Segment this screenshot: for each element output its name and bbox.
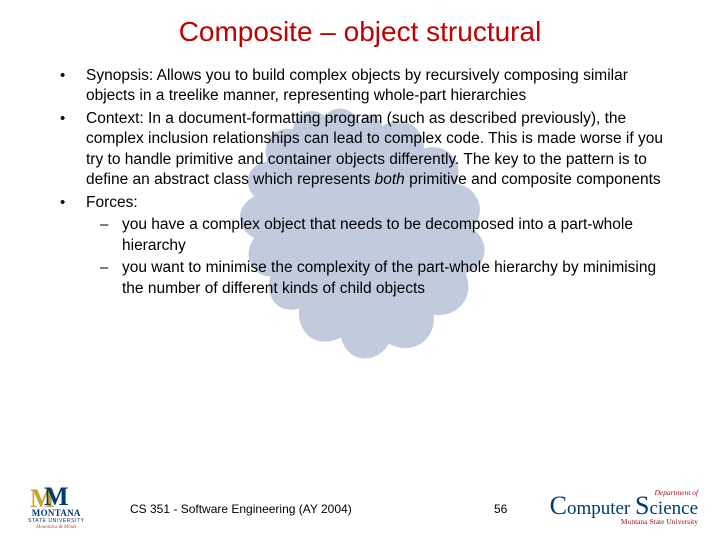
- bullet-text-post: primitive and composite components: [405, 171, 661, 188]
- slide-body: Synopsis: Allows you to build complex ob…: [0, 48, 720, 299]
- dash-item: you want to minimise the complexity of t…: [86, 258, 678, 299]
- bullet-text-italic: both: [375, 171, 405, 188]
- cs-dept-logo: Department of Computer Science Montana S…: [550, 488, 698, 526]
- slide-footer: M M MONTANA STATE UNIVERSITY Mountains &…: [0, 478, 720, 532]
- logo-stateuniv-text: STATE UNIVERSITY: [28, 518, 85, 524]
- logo-tagline: Mountains & Minds: [28, 525, 85, 530]
- dash-item: you have a complex object that needs to …: [86, 215, 678, 256]
- dash-text: you have a complex object that needs to …: [122, 216, 633, 253]
- bullet-text: Synopsis: Allows you to build complex ob…: [86, 67, 628, 104]
- bullet-forces: Forces: you have a complex object that n…: [42, 193, 678, 299]
- slide-title: Composite – object structural: [0, 0, 720, 48]
- cs-main-text: Computer Science: [550, 495, 698, 517]
- dash-text: you want to minimise the complexity of t…: [122, 259, 656, 296]
- footer-course: CS 351 - Software Engineering (AY 2004): [130, 502, 352, 516]
- bullet-context: Context: In a document-formatting progra…: [42, 109, 678, 191]
- logo-m-letter: M M: [28, 486, 85, 508]
- bullet-synopsis: Synopsis: Allows you to build complex ob…: [42, 66, 678, 107]
- bullet-text: Forces:: [86, 194, 138, 211]
- montana-logo: M M MONTANA STATE UNIVERSITY Mountains &…: [28, 486, 85, 530]
- slide-number: 56: [494, 502, 507, 516]
- logo-m-front: M: [44, 482, 69, 511]
